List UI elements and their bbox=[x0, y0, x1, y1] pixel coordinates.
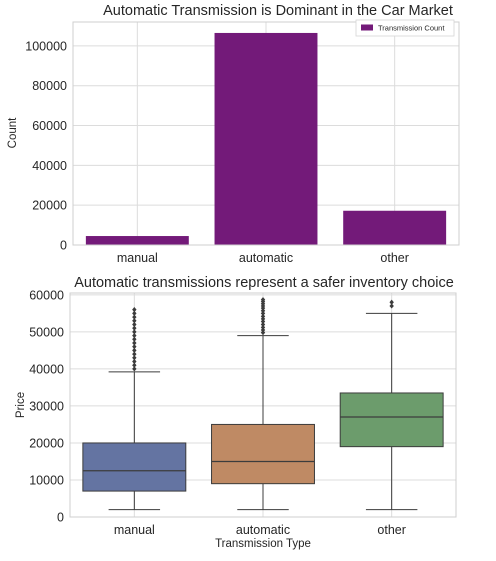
bar-x-tick-label: other bbox=[380, 251, 409, 265]
outlier-point bbox=[132, 355, 137, 361]
outlier-point bbox=[260, 297, 266, 303]
bar-x-tick-label: automatic bbox=[239, 251, 293, 265]
bar-chart-title: Automatic Transmission is Dominant in th… bbox=[103, 3, 453, 19]
box-chart-y-label: Price bbox=[15, 392, 27, 418]
box-y-tick-label: 10000 bbox=[29, 473, 64, 487]
outlier-point bbox=[132, 351, 137, 357]
box-y-tick-label: 40000 bbox=[29, 362, 64, 376]
box-chart-title: Automatic transmissions represent a safe… bbox=[74, 275, 454, 291]
outlier-point bbox=[132, 307, 137, 313]
box-iqr bbox=[211, 423, 315, 485]
outlier-point bbox=[132, 321, 137, 328]
box-chart-frame bbox=[69, 292, 457, 518]
box-chart-y-ticks: 0 10000 20000 30000 40000 50000 60000 bbox=[29, 288, 64, 524]
bar-chart-y-label: Count bbox=[7, 117, 19, 148]
outlier-point bbox=[132, 314, 137, 320]
bar-chart-bars bbox=[85, 32, 447, 245]
outlier-point bbox=[132, 366, 137, 372]
bar-y-tick-label: 0 bbox=[60, 239, 67, 253]
outlier-point bbox=[132, 318, 137, 324]
box-iqr bbox=[82, 442, 187, 492]
box-chart-boxes bbox=[82, 297, 444, 511]
legend-box bbox=[355, 19, 455, 37]
bar-automatic bbox=[214, 32, 318, 245]
outlier-point bbox=[389, 299, 394, 305]
outlier-point bbox=[260, 321, 266, 328]
outlier-point bbox=[260, 324, 266, 331]
outlier-point bbox=[132, 358, 137, 365]
bar-chart-legend: Transmission Count bbox=[355, 19, 455, 37]
bar-other bbox=[343, 210, 447, 245]
outlier-point bbox=[132, 362, 137, 368]
box-x-tick-label: automatic bbox=[236, 523, 290, 537]
box-iqr bbox=[339, 392, 444, 448]
bar-x-tick-label: manual bbox=[117, 251, 158, 265]
bar-chart: Automatic Transmission is Dominant in th… bbox=[7, 3, 460, 265]
box-y-tick-label: 30000 bbox=[29, 399, 64, 413]
outlier-point bbox=[132, 336, 137, 342]
box-y-tick-label: 60000 bbox=[29, 288, 64, 302]
box-chart-x-label: Transmission Type bbox=[215, 538, 311, 550]
outlier-point bbox=[260, 313, 266, 319]
legend-label: Transmission Count bbox=[378, 24, 445, 33]
outlier-point bbox=[389, 303, 394, 309]
box-x-tick-label: manual bbox=[114, 523, 155, 537]
box-y-tick-label: 20000 bbox=[29, 436, 64, 450]
box-chart-x-ticks: manual automatic other bbox=[114, 523, 406, 537]
bar-y-tick-label: 20000 bbox=[32, 199, 67, 213]
bar-y-tick-label: 100000 bbox=[25, 39, 67, 53]
bar-chart-frame bbox=[72, 21, 460, 246]
box-y-tick-label: 50000 bbox=[29, 325, 64, 339]
outlier-point bbox=[132, 325, 137, 331]
outlier-point bbox=[132, 340, 137, 346]
box-y-tick-label: 0 bbox=[57, 511, 64, 525]
bar-chart-y-ticks: 0 20000 40000 60000 80000 100000 bbox=[25, 39, 67, 252]
outlier-point bbox=[132, 344, 137, 350]
outlier-point bbox=[132, 347, 137, 353]
legend-swatch bbox=[361, 24, 373, 31]
outlier-point bbox=[132, 332, 137, 339]
box-other bbox=[339, 299, 444, 511]
bar-manual bbox=[85, 236, 189, 245]
box-manual bbox=[82, 307, 187, 511]
box-x-tick-label: other bbox=[377, 523, 406, 537]
bar-chart-x-ticks: manual automatic other bbox=[117, 251, 409, 265]
outlier-point bbox=[132, 310, 137, 316]
bar-y-tick-label: 80000 bbox=[32, 79, 67, 93]
box-automatic bbox=[211, 297, 315, 511]
box-chart: Automatic transmissions represent a safe… bbox=[15, 275, 457, 550]
outlier-point bbox=[132, 329, 137, 335]
bar-y-tick-label: 40000 bbox=[32, 159, 67, 173]
bar-y-tick-label: 60000 bbox=[32, 119, 67, 133]
